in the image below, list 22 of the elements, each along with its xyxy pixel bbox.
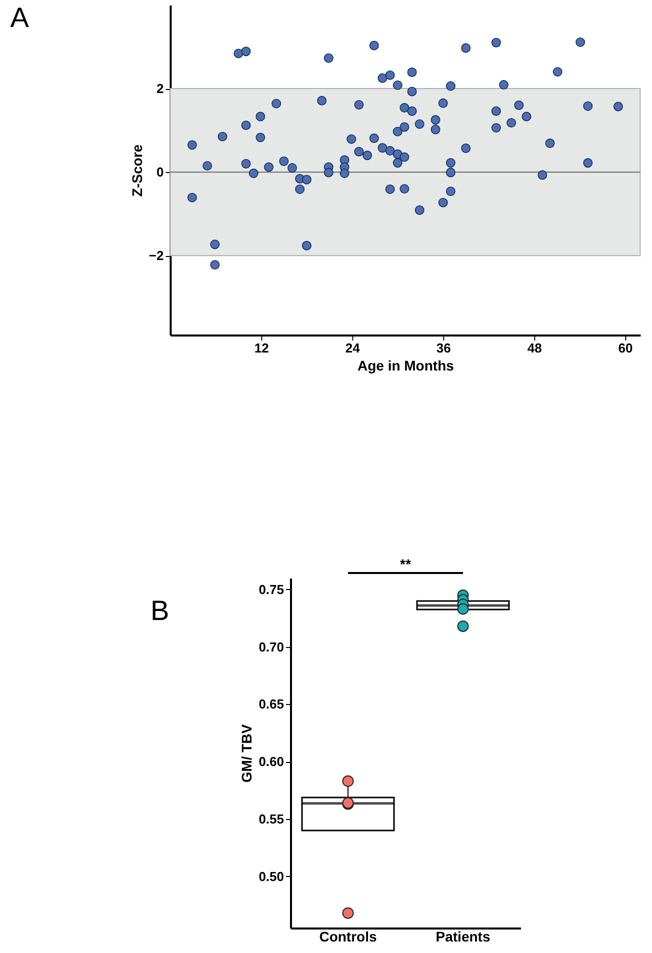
y-axis-title: Z-Score: [128, 144, 145, 197]
x-tick-label: 12: [254, 340, 269, 356]
y-tick-label: 0.75: [258, 582, 284, 597]
y-tick-label: 0: [156, 164, 164, 180]
y-tick-label: 0.65: [258, 696, 284, 712]
x-axis-title: Age in Months: [357, 358, 454, 374]
x-tick-label: 24: [345, 340, 361, 356]
y-tick-label: −2: [148, 248, 164, 264]
x-tick-label: Controls: [319, 928, 377, 944]
y-tick-label: 0.50: [258, 868, 284, 884]
text: **: [400, 556, 412, 572]
x-tick-label: Patients: [436, 928, 490, 944]
y-tick-label: 0.60: [258, 754, 284, 770]
y-tick-label: 0.55: [258, 811, 284, 826]
x-tick-label: 60: [618, 340, 633, 356]
y-tick-label: 2: [156, 81, 164, 96]
x-tick-label: 36: [436, 340, 451, 356]
text: B: [150, 595, 170, 626]
y-tick-label: 0.70: [258, 639, 284, 654]
x-tick-label: 48: [527, 340, 542, 356]
text: A: [10, 2, 30, 33]
y-axis-title: GM/ TBV: [238, 724, 255, 783]
